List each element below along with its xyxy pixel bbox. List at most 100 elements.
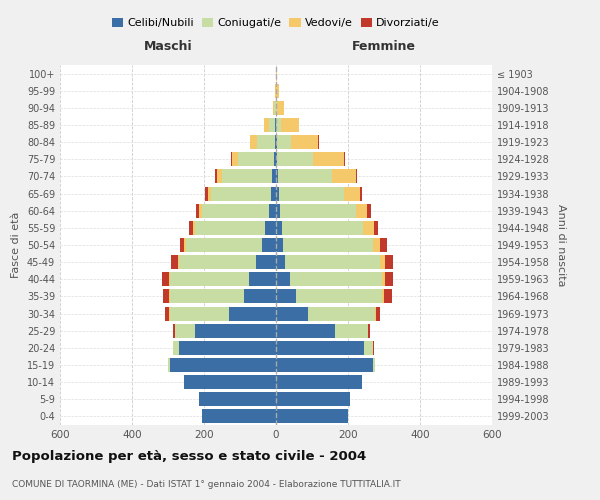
- Bar: [283, 238, 373, 252]
- Bar: [356, 204, 367, 218]
- Bar: [276, 341, 364, 355]
- Bar: [344, 152, 345, 166]
- Bar: [272, 170, 276, 183]
- Bar: [276, 186, 279, 200]
- Bar: [175, 324, 195, 338]
- Bar: [335, 324, 368, 338]
- Bar: [360, 186, 362, 200]
- Bar: [276, 306, 308, 320]
- Bar: [168, 358, 170, 372]
- Bar: [276, 324, 335, 338]
- Bar: [202, 410, 276, 424]
- Bar: [277, 135, 291, 149]
- Bar: [373, 238, 380, 252]
- Bar: [184, 238, 186, 252]
- Text: Femmine: Femmine: [352, 40, 416, 53]
- Bar: [173, 324, 175, 338]
- Bar: [384, 290, 392, 304]
- Bar: [273, 101, 274, 115]
- Bar: [275, 135, 276, 149]
- Bar: [380, 238, 387, 252]
- Bar: [274, 101, 275, 115]
- Bar: [332, 170, 356, 183]
- Bar: [290, 272, 382, 286]
- Bar: [277, 118, 281, 132]
- Bar: [211, 186, 271, 200]
- Bar: [382, 290, 384, 304]
- Bar: [376, 306, 380, 320]
- Bar: [373, 341, 374, 355]
- Bar: [385, 272, 393, 286]
- Bar: [249, 272, 276, 286]
- Bar: [276, 135, 277, 149]
- Text: Maschi: Maschi: [143, 40, 193, 53]
- Bar: [281, 118, 299, 132]
- Bar: [205, 186, 208, 200]
- Bar: [276, 204, 280, 218]
- Bar: [179, 255, 256, 269]
- Bar: [193, 221, 195, 235]
- Text: COMUNE DI TAORMINA (ME) - Dati ISTAT 1° gennaio 2004 - Elaborazione TUTTITALIA.I: COMUNE DI TAORMINA (ME) - Dati ISTAT 1° …: [12, 480, 401, 489]
- Bar: [275, 118, 276, 132]
- Bar: [179, 341, 276, 355]
- Bar: [195, 324, 276, 338]
- Bar: [274, 152, 276, 166]
- Bar: [256, 255, 276, 269]
- Bar: [171, 255, 178, 269]
- Bar: [257, 135, 275, 149]
- Bar: [208, 186, 211, 200]
- Bar: [170, 306, 229, 320]
- Bar: [373, 358, 375, 372]
- Bar: [277, 101, 284, 115]
- Legend: Celibi/Nubili, Coniugati/e, Vedovi/e, Divorziati/e: Celibi/Nubili, Coniugati/e, Vedovi/e, Di…: [110, 16, 442, 30]
- Bar: [367, 204, 371, 218]
- Bar: [178, 255, 179, 269]
- Bar: [244, 290, 276, 304]
- Bar: [199, 204, 202, 218]
- Bar: [276, 152, 277, 166]
- Bar: [269, 204, 276, 218]
- Y-axis label: Anni di nascita: Anni di nascita: [556, 204, 566, 286]
- Bar: [230, 152, 232, 166]
- Bar: [279, 186, 344, 200]
- Bar: [238, 152, 274, 166]
- Bar: [374, 221, 378, 235]
- Bar: [276, 101, 277, 115]
- Bar: [344, 186, 360, 200]
- Bar: [217, 170, 222, 183]
- Bar: [265, 221, 276, 235]
- Bar: [285, 255, 380, 269]
- Bar: [170, 358, 276, 372]
- Bar: [186, 238, 262, 252]
- Bar: [170, 272, 249, 286]
- Bar: [169, 272, 170, 286]
- Bar: [173, 341, 179, 355]
- Bar: [318, 135, 319, 149]
- Bar: [269, 118, 275, 132]
- Bar: [385, 255, 392, 269]
- Bar: [382, 272, 385, 286]
- Bar: [278, 170, 332, 183]
- Bar: [232, 152, 238, 166]
- Bar: [313, 152, 344, 166]
- Bar: [368, 324, 370, 338]
- Bar: [170, 290, 244, 304]
- Bar: [356, 170, 357, 183]
- Bar: [280, 204, 356, 218]
- Bar: [276, 255, 285, 269]
- Bar: [277, 152, 313, 166]
- Bar: [271, 186, 276, 200]
- Bar: [222, 170, 272, 183]
- Bar: [215, 170, 217, 183]
- Bar: [199, 392, 276, 406]
- Bar: [276, 392, 350, 406]
- Bar: [163, 290, 169, 304]
- Bar: [276, 66, 277, 80]
- Bar: [291, 135, 318, 149]
- Bar: [195, 221, 265, 235]
- Bar: [189, 221, 193, 235]
- Bar: [202, 204, 269, 218]
- Bar: [229, 306, 276, 320]
- Bar: [364, 221, 374, 235]
- Bar: [296, 290, 382, 304]
